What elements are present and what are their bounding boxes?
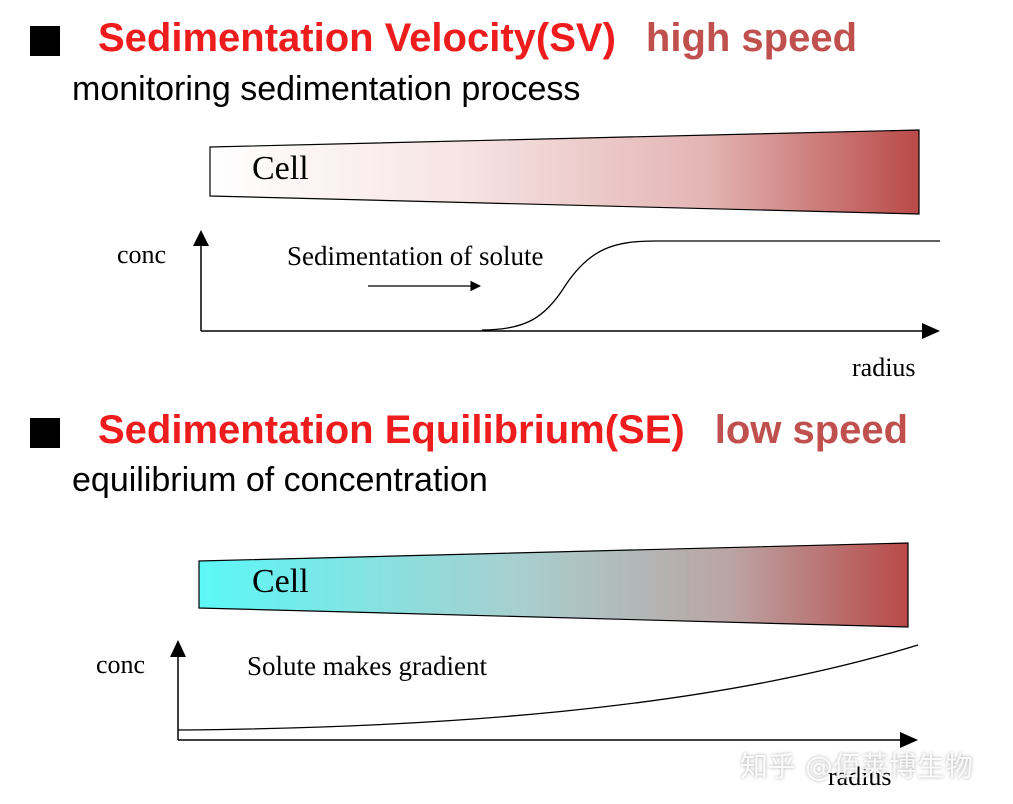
- bullet-square-se: [30, 418, 60, 448]
- sv-cell-shape: [209, 129, 920, 215]
- se-title: Sedimentation Equilibrium(SE) low speed: [98, 408, 908, 453]
- se-annotation: Solute makes gradient: [247, 651, 487, 681]
- se-y-axis-arrowhead: [170, 640, 186, 657]
- bullet-square-sv: [30, 26, 60, 56]
- watermark-text: 知乎 @佰莱博生物: [740, 750, 973, 783]
- sv-x-axis-label: radius: [852, 353, 916, 382]
- sv-x-axis-arrowhead: [922, 323, 940, 339]
- sv-concentration-curve: [481, 240, 940, 331]
- se-cell-label: Cell: [252, 563, 309, 600]
- sv-cell-label: Cell: [252, 150, 309, 187]
- se-y-axis-label: conc: [96, 650, 146, 679]
- sv-annotation: Sedimentation of solute: [287, 241, 544, 271]
- sv-y-axis-label: conc: [117, 240, 167, 269]
- se-title-main: Sedimentation Equilibrium(SE): [98, 408, 685, 452]
- sv-y-axis-arrowhead: [193, 230, 209, 246]
- se-speed-label: low speed: [714, 408, 909, 452]
- sv-speed-label: high speed: [645, 16, 858, 60]
- se-x-axis-arrowhead: [900, 732, 918, 748]
- sv-subtitle: monitoring sedimentation process: [72, 70, 581, 108]
- sv-title: Sedimentation Velocity(SV) high speed: [98, 16, 857, 61]
- se-cell-shape: [198, 542, 909, 628]
- se-concentration-curve: [177, 644, 919, 731]
- sv-title-main: Sedimentation Velocity(SV): [98, 16, 616, 60]
- se-x-axis-label: radius: [828, 762, 892, 791]
- se-subtitle: equilibrium of concentration: [72, 461, 488, 499]
